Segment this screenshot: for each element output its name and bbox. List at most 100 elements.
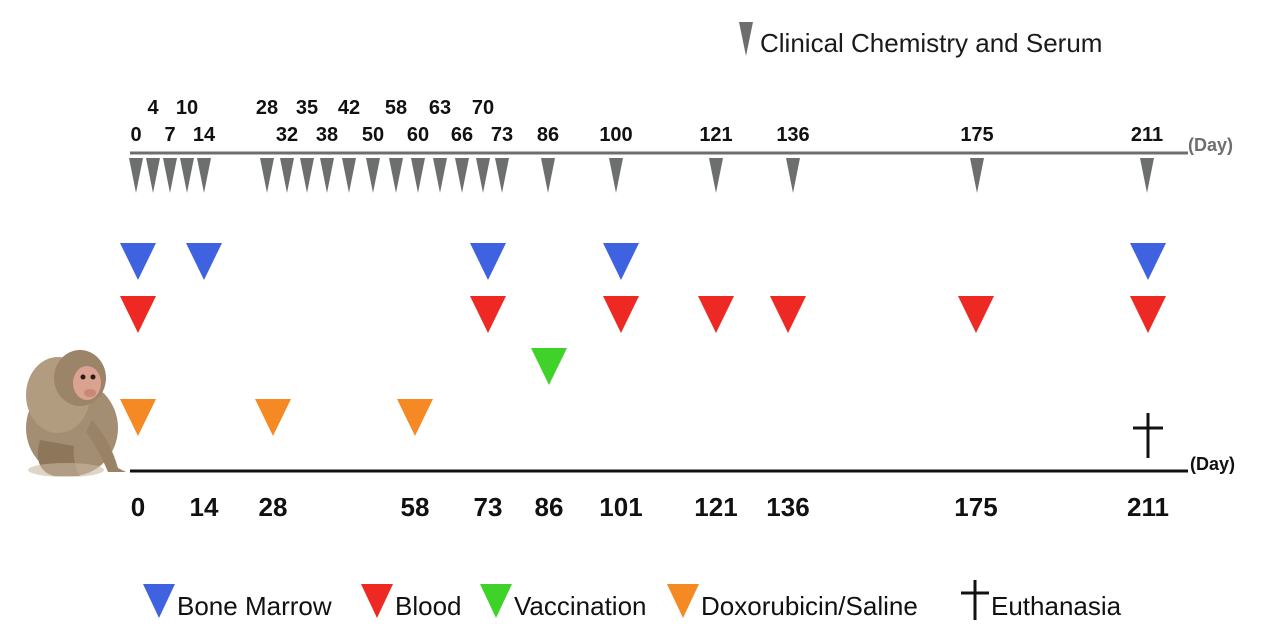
clinical-chemistry-marker [411, 158, 425, 193]
bottom-axis-tick-label: 136 [766, 492, 809, 522]
bottom-axis-tick-label: 175 [954, 492, 997, 522]
clinical-chemistry-marker [180, 158, 194, 193]
top-axis-label: 7 [164, 124, 175, 146]
event-row-blood [120, 296, 1166, 333]
clinical-chemistry-marker [609, 158, 623, 193]
legend-label: Blood [395, 591, 462, 621]
event-marker [603, 243, 639, 280]
event-rows [120, 243, 1166, 436]
legend: Bone Marrow Blood Vaccination Doxorubicin/S… [143, 580, 1122, 621]
top-axis-label: 73 [491, 124, 513, 146]
bottom-axis-tick-label: 28 [259, 492, 288, 522]
event-marker [470, 296, 506, 333]
top-axis-label: 4 [147, 97, 159, 119]
clinical-chemistry-marker [709, 158, 723, 193]
legend-swatch [480, 584, 512, 618]
bottom-axis-tick-label: 86 [535, 492, 564, 522]
legend-swatch [667, 584, 699, 618]
event-marker [120, 296, 156, 333]
clinical-chemistry-marker [389, 158, 403, 193]
top-axis-label: 136 [776, 124, 809, 146]
clinical-chemistry-marker [786, 158, 800, 193]
clinical-chemistry-marker [163, 158, 177, 193]
top-axis-label: 63 [429, 97, 451, 119]
top-axis-label: 42 [338, 97, 360, 119]
top-axis-label: 66 [451, 124, 473, 146]
event-marker [120, 399, 156, 436]
event-marker [1130, 296, 1166, 333]
top-axis-label: 100 [599, 124, 632, 146]
top-axis-label: 14 [193, 124, 216, 146]
clinical-chemistry-marker [455, 158, 469, 193]
clinical-chemistry-marker [476, 158, 490, 193]
event-marker [186, 243, 222, 280]
top-axis-label: 38 [316, 124, 338, 146]
event-marker [770, 296, 806, 333]
clinical-chemistry-legend: Clinical Chemistry and Serum [739, 22, 1102, 58]
legend-item-doxorubicin-saline: Doxorubicin/Saline [667, 584, 918, 621]
clinical-chemistry-markers [129, 158, 1154, 193]
top-axis-label: 70 [472, 97, 494, 119]
clinical-chemistry-marker [197, 158, 211, 193]
bottom-axis-unit-label: (Day) [1190, 454, 1235, 474]
event-marker [120, 243, 156, 280]
rhesus-macaque-illustration [26, 350, 126, 477]
event-row-bone-marrow [120, 243, 1166, 280]
clinical-chemistry-marker [366, 158, 380, 193]
top-axis-label: 0 [130, 124, 141, 146]
clinical-chemistry-marker [300, 158, 314, 193]
legend-item-euthanasia: Euthanasia [961, 580, 1122, 621]
legend-swatch [143, 584, 175, 618]
legend-item-bone-marrow: Bone Marrow [143, 584, 332, 621]
legend-swatch [361, 584, 393, 618]
clinical-chemistry-marker [280, 158, 294, 193]
bottom-axis-ticks: 0 14 28 58 73 86 101 121 136 175 211 [131, 492, 1169, 522]
clinical-chemistry-marker [433, 158, 447, 193]
event-marker [958, 296, 994, 333]
clinical-chemistry-marker [129, 158, 143, 193]
top-axis-label: 211 [1131, 124, 1163, 146]
clinical-chemistry-marker [320, 158, 334, 193]
event-marker [603, 296, 639, 333]
legend-item-vaccination: Vaccination [480, 584, 647, 621]
bottom-timeline: (Day) 0 14 28 58 73 86 101 121 136 175 211 [130, 454, 1235, 522]
clinical-chemistry-marker [970, 158, 984, 193]
bottom-axis-tick-label: 58 [401, 492, 430, 522]
clinical-chemistry-marker [541, 158, 555, 193]
top-axis-label: 28 [256, 97, 278, 119]
legend-label: Euthanasia [991, 591, 1122, 621]
clinical-chemistry-legend-label: Clinical Chemistry and Serum [760, 28, 1102, 58]
event-marker [255, 399, 291, 436]
event-row-doxorubicin-saline [120, 399, 433, 436]
event-marker [470, 243, 506, 280]
bottom-axis-tick-label: 73 [474, 492, 503, 522]
top-axis-label: 58 [385, 97, 407, 119]
clinical-chemistry-legend-marker [739, 22, 753, 56]
event-marker [397, 399, 433, 436]
top-axis-label: 121 [699, 124, 732, 146]
euthanasia-cross-icon [1133, 413, 1163, 458]
clinical-chemistry-marker [1140, 158, 1154, 193]
clinical-chemistry-marker [342, 158, 356, 193]
top-axis-label: 35 [296, 97, 318, 119]
event-marker [1130, 243, 1166, 280]
bottom-axis-tick-label: 211 [1127, 492, 1169, 522]
clinical-chemistry-marker [146, 158, 160, 193]
top-axis-unit-label: (Day) [1188, 135, 1233, 155]
bottom-axis-tick-label: 14 [190, 492, 219, 522]
legend-item-blood: Blood [361, 584, 462, 621]
legend-label: Doxorubicin/Saline [701, 591, 918, 621]
top-axis-label: 86 [537, 124, 559, 146]
top-axis-label: 50 [362, 124, 384, 146]
bottom-axis-tick-label: 101 [599, 492, 642, 522]
bottom-axis-tick-label: 121 [694, 492, 737, 522]
legend-label: Bone Marrow [177, 591, 332, 621]
top-axis-label: 10 [176, 97, 198, 119]
legend-label: Vaccination [514, 591, 647, 621]
clinical-chemistry-marker [495, 158, 509, 193]
top-axis-label: 60 [407, 124, 429, 146]
top-axis-label: 32 [276, 124, 298, 146]
